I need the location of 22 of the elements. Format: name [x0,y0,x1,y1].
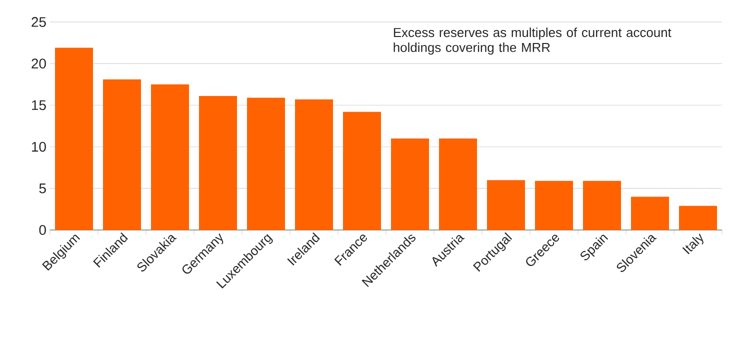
y-tick-label: 25 [32,17,46,27]
bar [631,196,670,230]
y-tick-label: 20 [32,58,46,69]
bar [439,138,478,230]
bar [679,206,718,230]
bar [151,84,189,230]
bar [487,180,526,230]
bar [199,96,238,230]
bar [535,180,574,230]
bar [391,138,430,230]
bar [583,180,622,230]
y-tick-label: 10 [32,142,46,152]
bar [103,79,141,230]
y-tick-label: 15 [32,100,46,110]
bar [247,98,286,230]
y-tick-label: 0 [39,225,46,235]
bar [295,99,334,230]
y-tick-label: 5 [39,184,46,194]
x-tick-label: Italy [682,234,704,254]
bar [55,48,93,230]
bar [343,112,382,230]
annotation: Excess reserves as multiples of current account holdings covering the MRR [394,28,672,55]
